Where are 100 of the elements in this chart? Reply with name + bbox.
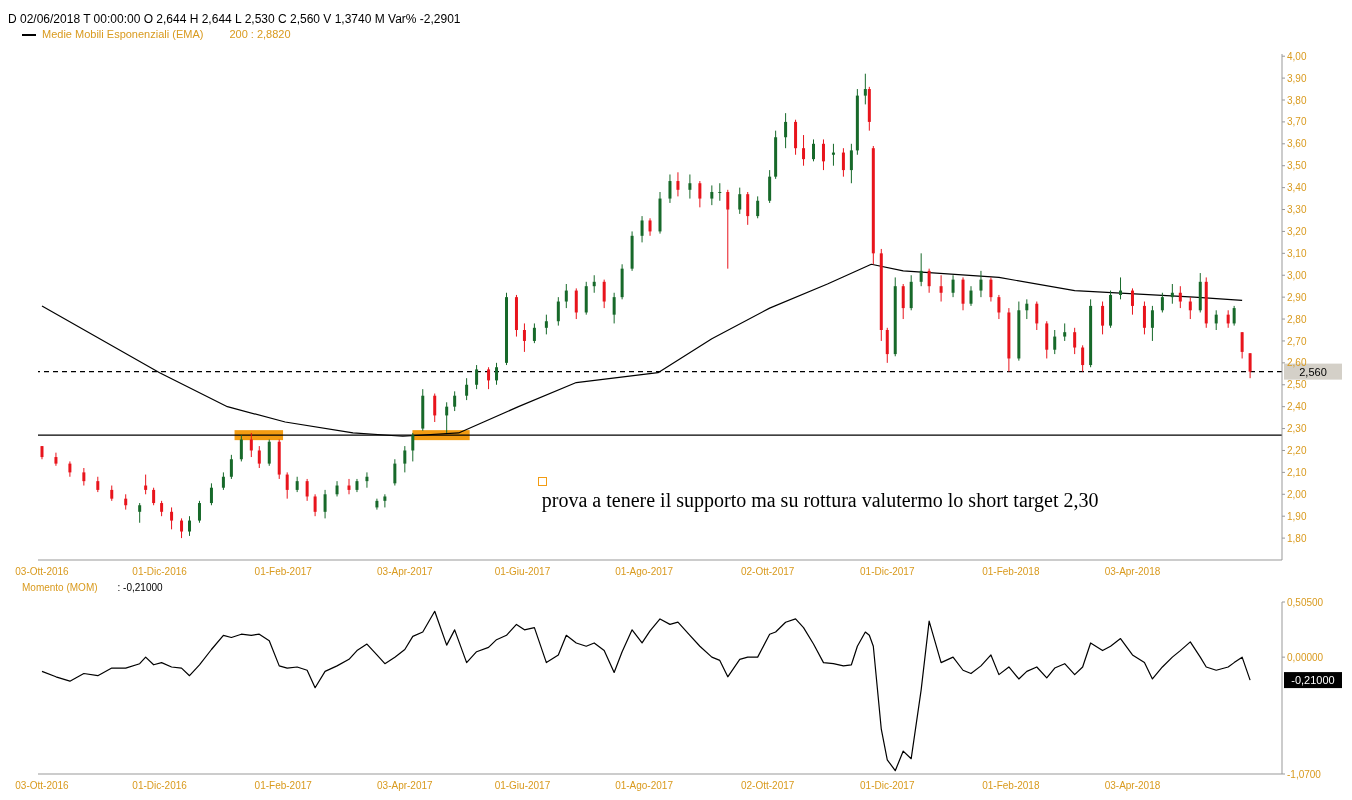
x-tick-label: 01-Ago-2017: [615, 780, 674, 792]
candlestick: [602, 279, 606, 309]
x-tick-label: 03-Apr-2018: [1104, 780, 1161, 792]
candlestick: [969, 285, 973, 307]
y-tick-label: 2,70: [1287, 335, 1307, 347]
y-tick-label: 2,40: [1287, 401, 1307, 413]
x-tick-label: 01-Giu-2017: [494, 566, 551, 578]
candlestick: [1240, 331, 1244, 359]
candlestick: [544, 314, 548, 335]
candlestick: [82, 467, 86, 487]
text: : -0,21000: [117, 582, 163, 594]
candlestick: [698, 180, 702, 208]
candlestick: [718, 182, 722, 202]
annotation: prova a tenere il supporto ma su rottura valutermo lo short target 2,30: [541, 489, 1099, 513]
candlestick: [1053, 329, 1057, 355]
candlestick: [821, 138, 825, 171]
candlestick: [249, 432, 253, 458]
x-tick-label: 03-Ott-2016: [15, 566, 70, 578]
candlestick: [54, 452, 58, 467]
candlestick: [726, 189, 730, 270]
x-tick-label: 01-Feb-2017: [254, 780, 313, 792]
candlestick: [323, 489, 327, 519]
y-tick-label: 3,00: [1287, 269, 1307, 281]
candlestick: [1035, 301, 1039, 331]
candlestick: [68, 460, 72, 478]
x-tick-label: 01-Feb-2018: [982, 566, 1040, 578]
candlestick: [1160, 292, 1164, 313]
candlestick: [863, 73, 867, 105]
candlestick: [375, 498, 379, 511]
candlestick: [495, 362, 499, 386]
x-tick-label: 03-Apr-2017: [377, 780, 434, 792]
candlestick: [465, 377, 469, 401]
x-tick-label: 01-Feb-2018: [982, 780, 1040, 792]
candlestick: [1232, 305, 1236, 327]
candlestick: [688, 173, 692, 200]
candlestick: [1188, 296, 1192, 320]
y-tick-label: 0,50500: [1287, 596, 1324, 608]
candlestick: [919, 252, 923, 287]
candlestick: [313, 493, 317, 517]
candlestick: [1025, 298, 1029, 320]
candlestick: [556, 296, 560, 327]
legend-label: Medie Mobili Esponenziali (EMA): [42, 27, 204, 42]
candlestick: [849, 143, 853, 184]
y-tick-label: 3,10: [1287, 247, 1307, 259]
y-tick-label: 1,80: [1287, 532, 1307, 544]
y-tick-label: -1,0700: [1287, 768, 1322, 780]
y-tick-label: 2,10: [1287, 466, 1307, 478]
candlestick: [1142, 301, 1146, 335]
candlestick: [209, 482, 213, 506]
x-tick-label: 01-Ago-2017: [615, 566, 674, 578]
candlestick: [138, 502, 142, 524]
candlestick: [180, 517, 184, 539]
candlestick: [445, 401, 449, 434]
candlestick: [383, 493, 387, 508]
candlestick: [676, 171, 680, 197]
text: -0,21000: [1291, 674, 1335, 687]
candlestick: [144, 474, 148, 495]
x-tick-label: 03-Ott-2016: [15, 780, 70, 792]
candlestick: [453, 390, 457, 412]
x-tick-label: 02-Ott-2017: [740, 566, 795, 578]
candlestick: [564, 283, 568, 309]
candlestick: [939, 274, 943, 303]
candlestick: [433, 393, 437, 423]
candlestick: [170, 506, 174, 530]
y-tick-label: 1,90: [1287, 510, 1307, 522]
candlestick: [951, 274, 955, 298]
x-tick-label: 03-Apr-2017: [377, 566, 434, 578]
x-tick-label: 01-Giu-2017: [494, 780, 551, 792]
x-tick-label: 01-Dic-2017: [860, 780, 915, 792]
chart-title: Momento (MOM): [22, 582, 98, 594]
y-tick-label: 3,30: [1287, 204, 1307, 216]
candlestick: [285, 471, 289, 500]
candlestick: [197, 500, 201, 524]
y-tick-label: 2,90: [1287, 291, 1307, 303]
candlestick: [239, 434, 243, 462]
candlestick: [710, 184, 714, 206]
y-tick-label: 3,60: [1287, 138, 1307, 150]
x-tick-label: 01-Dic-2016: [132, 566, 188, 578]
y-tick-label: 3,40: [1287, 182, 1307, 194]
line-series: [41, 610, 1251, 772]
candlestick: [257, 445, 261, 469]
candlestick: [989, 276, 993, 303]
candlestick: [1119, 276, 1123, 300]
candlestick: [522, 322, 526, 353]
y-tick-label: 3,50: [1287, 160, 1307, 172]
y-tick-label: 3,20: [1287, 225, 1307, 237]
candlestick: [487, 366, 491, 390]
candlestick: [812, 138, 816, 162]
x-tick-label: 01-Dic-2017: [860, 566, 915, 578]
y-tick-label: 3,80: [1287, 94, 1307, 106]
candlestick: [574, 287, 578, 320]
candlestick: [738, 187, 742, 215]
candlestick: [640, 215, 644, 243]
y-tick-label: 2,00: [1287, 488, 1307, 500]
candlestick: [267, 439, 271, 467]
candlestick: [1101, 301, 1105, 335]
candlestick: [802, 134, 806, 167]
candlestick: [1214, 309, 1218, 331]
y-tick-label: 4,00: [1287, 50, 1307, 62]
candlestick: [1248, 352, 1252, 379]
